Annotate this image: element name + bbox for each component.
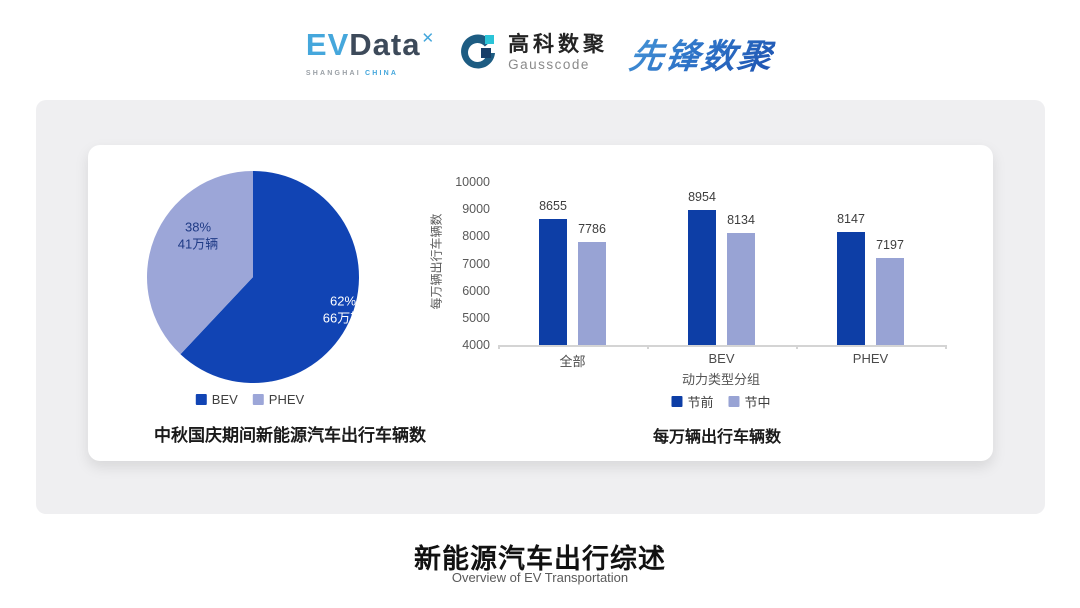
- bar-chart-title: 每万辆出行车辆数: [652, 429, 782, 446]
- y-tick-label: 8000: [462, 229, 490, 244]
- bar-节中-BEV: [727, 232, 755, 345]
- x-axis-tick: [796, 345, 798, 349]
- legend-swatch-icon: [671, 396, 683, 407]
- x-axis-line: [498, 345, 945, 347]
- legend-label: 节中: [744, 395, 771, 410]
- category-label-PHEV: PHEV: [852, 351, 889, 366]
- legend-swatch-icon: [195, 394, 207, 405]
- evdata-shanghai-text: SHANGHAI: [305, 70, 361, 77]
- gausscode-logo: 高科数聚 Gausscode: [456, 31, 608, 75]
- pie-slice-label-bev: 62% 66万辆: [323, 294, 363, 327]
- evdata-subtitle: SHANGHAI CHINA: [306, 70, 398, 77]
- header-logo-row: EVData✕ SHANGHAI CHINA 高科数聚 Gausscode 先锋…: [0, 20, 1080, 86]
- bar-value-label: 7197: [876, 238, 904, 253]
- pie-label-line: 41万辆: [177, 236, 219, 251]
- legend-label: PHEV: [268, 392, 305, 407]
- x-axis-tick: [945, 345, 947, 349]
- bar-节中-全部: [578, 242, 606, 345]
- y-tick-label: 6000: [462, 283, 490, 298]
- pie-legend: BEV PHEV: [195, 392, 305, 407]
- page-title: 新能源汽车出行综述: [414, 544, 666, 574]
- bar-value-label: 7786: [578, 222, 606, 237]
- pie-chart-title: 中秋国庆期间新能源汽车出行车辆数: [154, 426, 426, 445]
- evdata-star-icon: ✕: [421, 30, 436, 47]
- legend-label: BEV: [211, 392, 238, 407]
- bar-xlabel: 动力类型分组: [681, 372, 761, 387]
- gausscode-cn-text: 高科数聚: [508, 33, 609, 56]
- xianfeng-logo: 先锋数聚: [627, 29, 778, 78]
- legend-swatch-icon: [252, 394, 264, 405]
- legend-item-节前: 节前: [671, 392, 714, 411]
- category-label-全部: 全部: [559, 354, 586, 369]
- legend-label: 节前: [687, 395, 714, 410]
- pie-slice-phev: [147, 171, 253, 355]
- bar-节前-全部: [539, 218, 567, 345]
- pie-slice-label-phev: 38% 41万辆: [178, 220, 218, 253]
- y-tick-label: 9000: [462, 202, 490, 217]
- bar-value-label: 8147: [837, 212, 865, 227]
- evdata-wordmark: EVData✕: [306, 29, 434, 67]
- evdata-logo: EVData✕ SHANGHAI CHINA: [306, 29, 434, 78]
- y-tick-label: 7000: [462, 256, 490, 271]
- bar-节中-PHEV: [876, 258, 904, 345]
- legend-item-PHEV: PHEV: [252, 392, 305, 407]
- bar-value-label: 8134: [727, 212, 755, 227]
- bar-value-label: 8954: [688, 190, 716, 205]
- pie-chart: [147, 171, 359, 383]
- y-tick-label: 5000: [462, 310, 490, 325]
- gausscode-g-icon: [461, 34, 496, 69]
- pie-label-line: 66万辆: [322, 310, 364, 325]
- bar-节前-BEV: [688, 210, 716, 345]
- legend-item-BEV: BEV: [195, 392, 238, 407]
- gausscode-text: 高科数聚 Gausscode: [508, 33, 608, 73]
- charts-card: 62% 66万辆 38% 41万辆 BEV PHEV 中秋国庆期间新能源汽车出行车辆数…: [88, 145, 993, 461]
- bar-legend: 节前 节中: [671, 392, 771, 411]
- y-tick-label: 4000: [462, 338, 490, 352]
- evdata-ev-text: EV: [305, 27, 350, 62]
- gausscode-en-text: Gausscode: [508, 57, 590, 72]
- pie-label-line: 62%: [329, 293, 357, 309]
- pie-label-line: 38%: [184, 219, 212, 235]
- evdata-data-text: Data: [349, 27, 421, 62]
- bar-节前-PHEV: [837, 232, 865, 345]
- x-axis-tick: [647, 345, 649, 349]
- legend-swatch-icon: [728, 396, 740, 407]
- legend-item-节中: 节中: [728, 392, 771, 411]
- y-tick-label: 10000: [455, 175, 490, 189]
- page-subtitle: Overview of EV Transportation: [451, 570, 629, 585]
- pie-slice-bev: [180, 171, 359, 383]
- category-label-BEV: BEV: [708, 351, 735, 366]
- bar-value-label: 8655: [539, 198, 567, 213]
- evdata-china-text: CHINA: [365, 70, 399, 77]
- x-axis-tick: [498, 345, 500, 349]
